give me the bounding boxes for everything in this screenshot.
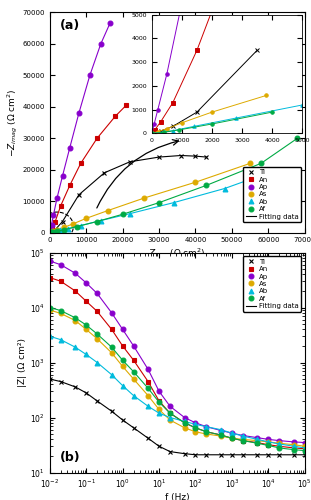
- Text: (a): (a): [60, 19, 80, 32]
- Legend: Ti, An, Ap, As, Ab, Af, Fitting data: Ti, An, Ap, As, Ab, Af, Fitting data: [243, 166, 301, 222]
- Legend: Ti, An, Ap, As, Ab, Af, Fitting data: Ti, An, Ap, As, Ab, Af, Fitting data: [243, 256, 301, 312]
- X-axis label: $Z_{real}$ ($\Omega$ cm$^2$): $Z_{real}$ ($\Omega$ cm$^2$): [148, 246, 206, 260]
- X-axis label: f (Hz): f (Hz): [165, 492, 190, 500]
- Text: (b): (b): [60, 450, 81, 464]
- Y-axis label: |Z| (Ω cm²): |Z| (Ω cm²): [18, 338, 27, 387]
- Y-axis label: $-Z_{imag}$ ($\Omega$ cm$^2$): $-Z_{imag}$ ($\Omega$ cm$^2$): [5, 88, 20, 157]
